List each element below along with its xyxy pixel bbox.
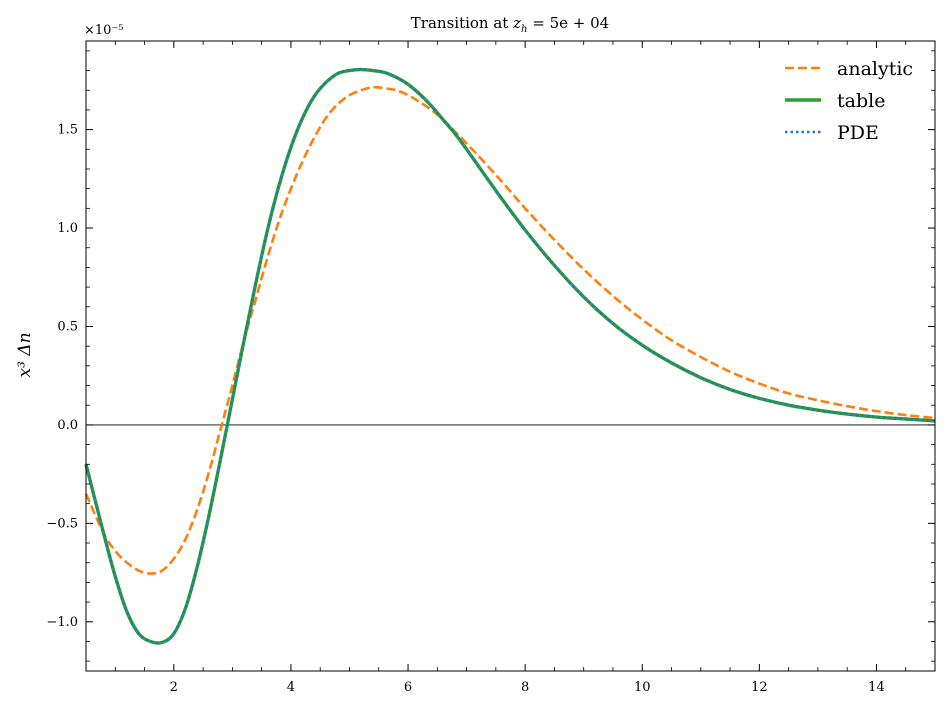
title-suffix: = 5e + 04 xyxy=(527,14,609,32)
y-tick-label: 1.5 xyxy=(57,123,78,138)
series-group xyxy=(84,67,936,645)
x-tick-label: 14 xyxy=(868,680,885,695)
x-tick-label: 2 xyxy=(170,680,178,695)
y-tick-label: 0.0 xyxy=(57,418,78,433)
title-prefix: Transition at xyxy=(411,14,513,32)
y-tick-label: 1.0 xyxy=(57,221,78,236)
x-tick-label: 8 xyxy=(521,680,529,695)
tick-labels-group: 2 4 6 8 10 12 14 −1.0 −0.5 0.0 0.5 1.0 1.5 xyxy=(46,123,884,695)
legend-label-table: table xyxy=(837,90,885,112)
plot-frame xyxy=(85,40,936,672)
y-tick-label: −1.0 xyxy=(46,615,78,630)
legend: analytic table PDE xyxy=(785,58,913,144)
x-tick-label: 4 xyxy=(287,680,295,695)
ticks-group xyxy=(86,41,936,671)
legend-label-pde: PDE xyxy=(837,122,879,144)
y-tick-label: 0.5 xyxy=(57,319,78,334)
chart-title: Transition at zh = 5e + 04 xyxy=(411,14,609,35)
y-axis-label: x³ Δn xyxy=(15,332,35,377)
x-tick-label: 10 xyxy=(634,680,651,695)
legend-label-analytic: analytic xyxy=(837,58,913,80)
title-var: z xyxy=(512,14,521,32)
series-line-table xyxy=(84,67,936,645)
y-tick-label: −0.5 xyxy=(46,516,78,531)
x-tick-label: 12 xyxy=(751,680,768,695)
series-line-analytic xyxy=(84,85,936,575)
y-offset-label: ×10⁻⁵ xyxy=(84,23,124,38)
x-tick-label: 6 xyxy=(404,680,412,695)
title-subscript: h xyxy=(521,24,527,35)
